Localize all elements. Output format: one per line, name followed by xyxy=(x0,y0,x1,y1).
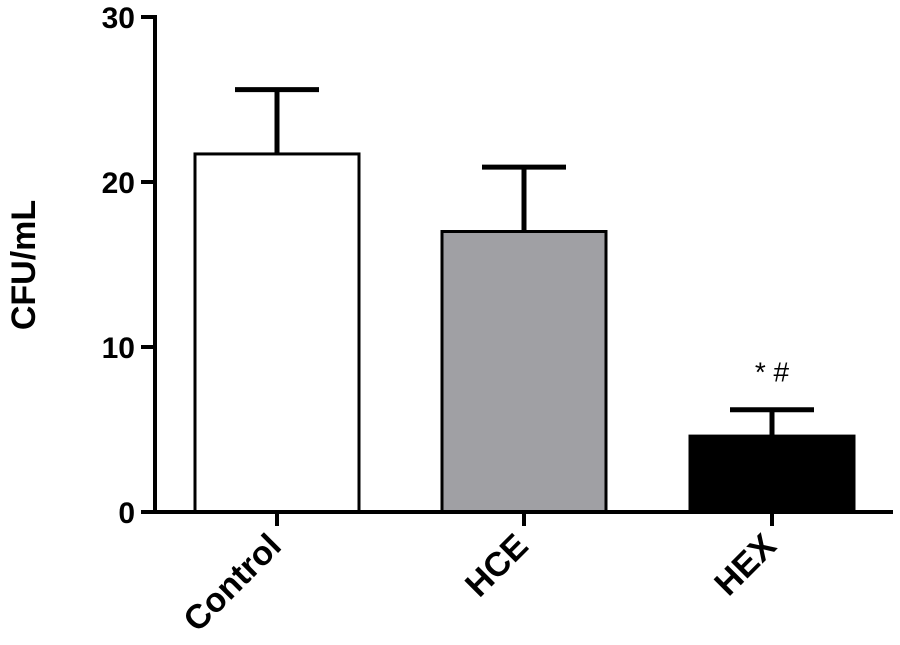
error-bar-hex xyxy=(730,407,814,437)
y-tick-label-30: 30 xyxy=(102,2,135,35)
x-tick-label-hex: HEX xyxy=(707,527,784,604)
y-tick-label-20: 20 xyxy=(102,167,135,200)
bar-hce xyxy=(440,230,608,514)
bar-control xyxy=(193,152,361,514)
error-bar-control xyxy=(235,87,319,154)
y-axis-ticks: 0 10 20 30 xyxy=(102,2,155,530)
y-tick-label-0: 0 xyxy=(118,497,135,530)
bar-hex xyxy=(688,434,856,514)
y-axis-label: CFU/mL xyxy=(5,200,43,330)
error-bar-hce xyxy=(482,164,566,232)
x-tick-label-hce: HCE xyxy=(458,527,536,605)
error-bars xyxy=(235,87,814,437)
annotations: * # xyxy=(755,357,790,388)
x-tick-label-control: Control xyxy=(176,527,288,639)
x-axis-ticks: Control HCE HEX xyxy=(176,512,784,639)
significance-annotation-hex: * # xyxy=(755,357,790,388)
y-tick-label-10: 10 xyxy=(102,332,135,365)
